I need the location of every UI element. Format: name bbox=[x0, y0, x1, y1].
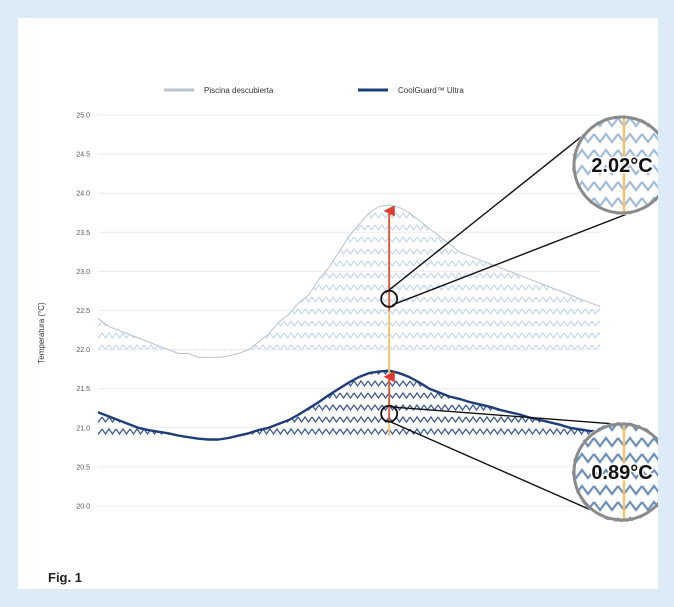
y-tick-label: 25.0 bbox=[76, 113, 90, 120]
series-area-1 bbox=[98, 370, 600, 440]
callout-connector bbox=[392, 205, 647, 306]
y-tick-labels: 25.0 24.5 24.0 23.5 23.0 22.5 22.0 21.5 21.0 20.5… bbox=[76, 113, 90, 511]
legend-label-piscina: Piscina descubierta bbox=[204, 86, 274, 95]
y-tick-label: 20.5 bbox=[76, 464, 90, 471]
figure-frame: Piscina descubierta CoolGuard™ Ultra Tem… bbox=[18, 18, 658, 589]
callout-magnifier-rim bbox=[572, 422, 658, 522]
y-tick-label: 23.5 bbox=[76, 230, 90, 237]
y-tick-label: 24.0 bbox=[76, 191, 90, 198]
series-line-0 bbox=[97, 204, 601, 358]
series-line-1 bbox=[97, 369, 601, 441]
callouts: 2.02°C 0.89°C bbox=[380, 115, 658, 522]
gridlines bbox=[98, 114, 600, 507]
y-axis-label: Temperatura (°C) bbox=[37, 302, 46, 364]
callout-small-circle bbox=[380, 289, 399, 308]
callout-connector bbox=[390, 406, 634, 427]
series-areas bbox=[98, 204, 600, 440]
series-area-0 bbox=[98, 204, 600, 358]
figure-label: Fig. 1 bbox=[48, 570, 82, 585]
y-tick-label: 22.5 bbox=[76, 308, 90, 315]
callout-connector bbox=[387, 419, 611, 520]
y-tick-label: 22.0 bbox=[76, 347, 90, 354]
temperature-chart: Piscina descubierta CoolGuard™ Ultra Tem… bbox=[37, 86, 658, 522]
callout-connector bbox=[385, 122, 599, 294]
y-tick-label: 20.0 bbox=[76, 504, 90, 511]
callout-magnifier-rim bbox=[572, 115, 658, 215]
y-tick-label: 23.0 bbox=[76, 269, 90, 276]
y-tick-label: 21.5 bbox=[76, 386, 90, 393]
y-tick-label: 24.5 bbox=[76, 152, 90, 159]
callout-small-circle bbox=[380, 404, 399, 423]
callout-value: 2.02°C bbox=[591, 155, 652, 177]
legend-label-coolguard: CoolGuard™ Ultra bbox=[398, 86, 464, 95]
series-lines bbox=[97, 204, 601, 441]
legend: Piscina descubierta CoolGuard™ Ultra bbox=[164, 86, 464, 95]
callout-value: 0.89°C bbox=[591, 462, 652, 484]
y-tick-label: 21.0 bbox=[76, 425, 90, 432]
